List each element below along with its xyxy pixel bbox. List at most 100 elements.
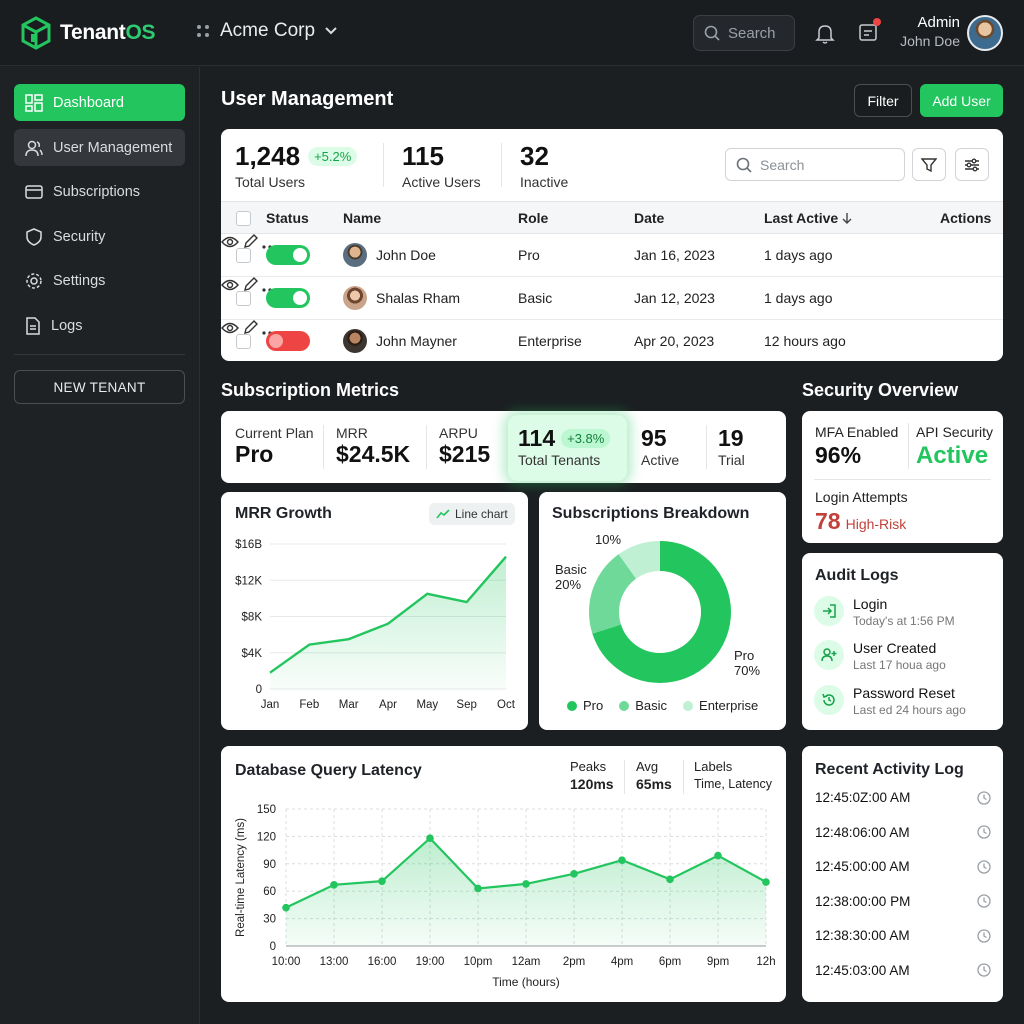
pencil-icon[interactable] (243, 320, 258, 335)
login-attempts-stat: Login Attempts 78 High-Risk (815, 489, 908, 535)
metrics-strip: Current Plan Pro MRR $24.5K ARPU $215 11… (221, 411, 786, 483)
recent-activity-card: Recent Activity Log 12:45:0Z:00 AM 12:48:… (802, 746, 1003, 1002)
latency-point (618, 856, 626, 864)
activity-row[interactable]: 12:45:0Z:00 AM (815, 790, 991, 805)
column-last-active[interactable]: Last Active (764, 210, 839, 226)
filter-button[interactable]: Filter (854, 84, 912, 117)
sidebar-item-settings[interactable]: Settings (14, 262, 185, 299)
row-checkbox[interactable] (236, 248, 251, 263)
metric-active: 95 Active (641, 425, 679, 468)
stat-label: Active Users (402, 174, 481, 190)
chevron-down-icon (325, 27, 337, 35)
table-row[interactable]: John Doe Pro Jan 16, 2023 1 days ago (221, 234, 1003, 277)
new-tenant-button[interactable]: NEW TENANT (14, 370, 185, 404)
audit-item-login[interactable]: Login Today's at 1:56 PM (814, 596, 955, 628)
legend-label: Basic (635, 698, 668, 713)
metric-value: 114 (518, 425, 556, 451)
api-security-stat: API Security Active (916, 424, 993, 470)
x-tick-label: 6pm (659, 956, 681, 968)
select-all-checkbox[interactable] (236, 211, 251, 226)
notification-dot (873, 18, 881, 26)
pencil-icon[interactable] (243, 277, 258, 292)
audit-item-user-created[interactable]: User Created Last 17 houa ago (814, 640, 946, 672)
divider (624, 760, 625, 794)
inbox-button[interactable] (858, 18, 881, 47)
risk-label: High-Risk (845, 516, 907, 532)
eye-icon[interactable] (221, 278, 239, 292)
user-menu[interactable]: Admin John Doe (880, 14, 960, 49)
activity-row[interactable]: 12:48:06:00 AM (815, 825, 991, 840)
x-axis-title: Time (hours) (492, 975, 560, 989)
slice-enterprise (589, 541, 731, 683)
status-toggle[interactable] (266, 245, 310, 265)
column-status[interactable]: Status (266, 210, 309, 226)
status-toggle[interactable] (266, 331, 310, 351)
row-checkbox[interactable] (236, 291, 251, 306)
activity-row[interactable]: 12:38:30:00 AM (815, 928, 991, 943)
row-role: Pro (518, 247, 540, 263)
sidebar-item-subscriptions[interactable]: Subscriptions (14, 173, 185, 210)
row-checkbox[interactable] (236, 334, 251, 349)
sidebar-item-security[interactable]: Security (14, 218, 185, 255)
column-role[interactable]: Role (518, 210, 549, 226)
column-settings-button[interactable] (955, 148, 989, 181)
table-header: Status Name Role Date Last Active Action… (221, 201, 1003, 234)
bell-icon[interactable] (814, 22, 836, 44)
metric-label: MRR (336, 425, 368, 441)
row-last-active: 1 days ago (764, 247, 833, 263)
slice-label-enterprise: 10% (595, 532, 621, 547)
funnel-filter-button[interactable] (912, 148, 946, 181)
chart-type-badge[interactable]: Line chart (429, 503, 515, 525)
status-toggle[interactable] (266, 288, 310, 308)
row-name: Shalas Rham (376, 290, 461, 306)
logo[interactable]: TenantOS (20, 16, 156, 50)
latency-point (474, 884, 482, 893)
pencil-icon[interactable] (243, 234, 258, 249)
audit-item-password-reset[interactable]: Password Reset Last ed 24 hours ago (814, 685, 966, 717)
eye-icon[interactable] (221, 235, 239, 249)
sidebar-item-dashboard[interactable]: Dashboard (14, 84, 185, 121)
add-user-button[interactable]: Add User (920, 84, 1003, 117)
user-search-input[interactable]: Search (725, 148, 905, 181)
sort-arrow-down-icon[interactable] (842, 212, 852, 225)
audit-time: Today's at 1:56 PM (853, 614, 955, 628)
y-tick-label: 120 (257, 831, 276, 843)
sidebar-item-label: User Management (53, 139, 173, 156)
users-card: 1,248 +5.2% Total Users 115 Active Users … (221, 129, 1003, 361)
table-row[interactable]: John Mayner Enterprise Apr 20, 2023 12 h… (221, 320, 1003, 361)
users-icon (25, 140, 43, 156)
x-tick-label: Sep (456, 699, 476, 711)
activity-row[interactable]: 12:45:00:00 AM (815, 859, 991, 874)
activity-row[interactable]: 12:45:03:00 AM (815, 963, 991, 978)
row-avatar (343, 329, 367, 353)
top-search-placeholder: Search (728, 24, 776, 42)
sidebar-item-user-management[interactable]: User Management (14, 129, 185, 166)
sidebar-divider (14, 354, 185, 355)
recent-activity-title: Recent Activity Log (815, 761, 964, 778)
metric-label: Trial (718, 452, 745, 468)
top-search-input[interactable]: Search (693, 15, 795, 51)
sidebar-item-logs[interactable]: Logs (14, 307, 185, 344)
table-row[interactable]: Shalas Rham Basic Jan 12, 2023 1 days ag… (221, 277, 1003, 320)
mrr-area (270, 556, 506, 689)
latency-area (286, 838, 766, 946)
labels-value: Time, Latency (694, 777, 773, 791)
slice-label-pro: Pro 70% (734, 648, 760, 678)
subscriptions-breakdown-card: Subscriptions Breakdown Pro 70% Basic 20% 10… (539, 492, 786, 730)
eye-icon[interactable] (221, 321, 239, 335)
legend-item-enterprise: Enterprise (683, 698, 758, 713)
avatar[interactable] (967, 15, 1003, 51)
activity-row[interactable]: 12:38:00:00 PM (815, 894, 991, 909)
x-tick-label: May (416, 699, 438, 711)
clock-icon (977, 790, 991, 805)
org-switcher[interactable]: Acme Corp (196, 20, 337, 42)
delta-badge: +5.2% (308, 147, 358, 166)
metric-current-plan: Current Plan Pro (235, 425, 314, 468)
stat-total-users: 1,248 +5.2% Total Users (235, 141, 358, 190)
column-date[interactable]: Date (634, 210, 665, 226)
metric-label: Current Plan (235, 425, 314, 441)
audit-title: Password Reset (853, 685, 955, 701)
divider (683, 760, 684, 794)
column-name[interactable]: Name (343, 210, 382, 226)
y-tick-label: 90 (263, 859, 276, 871)
